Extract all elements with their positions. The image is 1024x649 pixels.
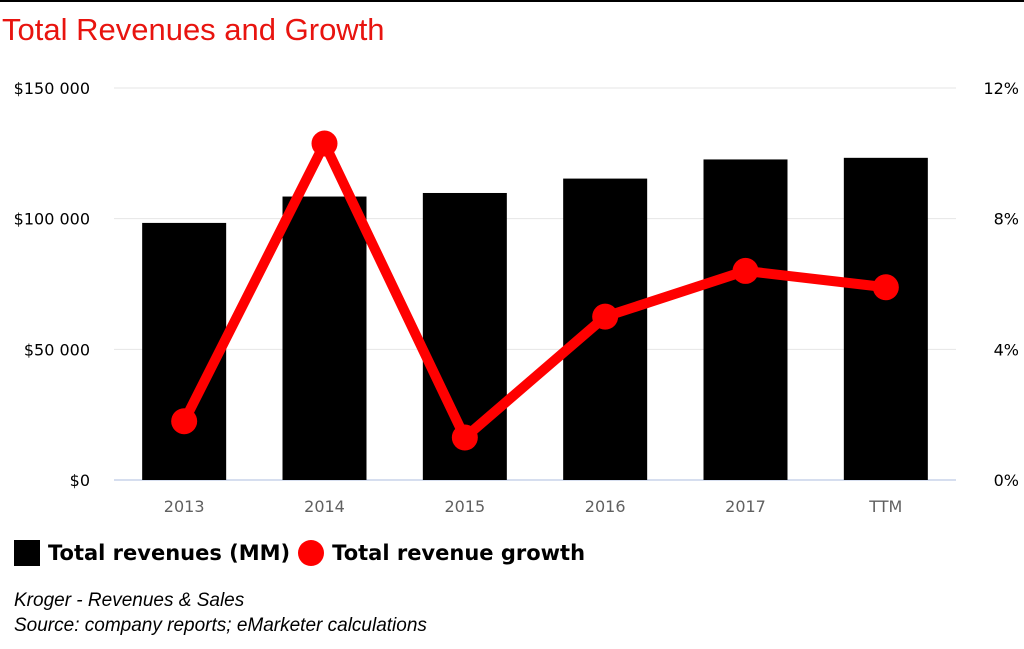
- growth-point-2014[interactable]: [311, 130, 338, 157]
- x-tick-label: 2014: [304, 497, 345, 516]
- line-swatch-icon: [298, 540, 325, 566]
- x-ticks: 2013 2014 2015 2016 2017 TTM: [164, 497, 903, 516]
- x-tick-label: TTM: [868, 497, 902, 516]
- legend-item-revenues[interactable]: Total revenues (MM): [14, 540, 290, 566]
- y-right-tick-label: 12%: [983, 79, 1019, 98]
- bar-2017[interactable]: [703, 159, 788, 481]
- legend-item-growth[interactable]: Total revenue growth: [290, 540, 585, 566]
- top-border: [0, 0, 1024, 2]
- growth-point-2017[interactable]: [732, 257, 759, 284]
- growth-point-TTM[interactable]: [872, 274, 899, 301]
- x-tick-label: 2016: [585, 497, 626, 516]
- caption-source: Source: company reports; eMarketer calcu…: [14, 615, 427, 636]
- bars: [142, 157, 928, 481]
- y-left-tick-label: $150 000: [14, 79, 90, 98]
- y-left-tick-label: $0: [70, 471, 90, 490]
- growth-point-2016[interactable]: [592, 303, 619, 330]
- growth-point-2013[interactable]: [171, 408, 198, 435]
- y-right-tick-label: 8%: [994, 210, 1019, 229]
- x-tick-label: 2015: [444, 497, 485, 516]
- bar-2014[interactable]: [282, 196, 367, 480]
- bar-TTM[interactable]: [843, 157, 928, 481]
- y-left-tick-label: $50 000: [24, 340, 90, 359]
- bar-2013[interactable]: [142, 222, 227, 480]
- growth-point-2015[interactable]: [451, 424, 478, 451]
- growth-series-line: [179, 138, 891, 443]
- y-left-tick-label: $100 000: [14, 210, 90, 229]
- chart-canvas: $0 $50 000 $100 000 $150 000 0% 4% 8% 12% 2013…: [14, 79, 1019, 516]
- x-tick-label: 2013: [164, 497, 205, 516]
- y-right-tick-label: 0%: [994, 471, 1019, 490]
- caption-company: Kroger - Revenues & Sales: [14, 590, 245, 611]
- chart-title: Total Revenues and Growth: [2, 12, 385, 47]
- y-right-ticks: 0% 4% 8% 12%: [983, 79, 1019, 490]
- gridlines: [114, 87, 956, 481]
- growth-line: [171, 130, 899, 451]
- legend-label-revenues: Total revenues (MM): [48, 541, 291, 565]
- y-left-ticks: $0 $50 000 $100 000 $150 000: [14, 79, 90, 490]
- x-tick-label: 2017: [725, 497, 766, 516]
- legend-label-growth: Total revenue growth: [332, 541, 586, 565]
- y-right-tick-label: 4%: [994, 340, 1019, 359]
- legend: Total revenues (MM) Total revenue growth: [14, 536, 585, 570]
- bar-swatch-icon: [14, 540, 40, 566]
